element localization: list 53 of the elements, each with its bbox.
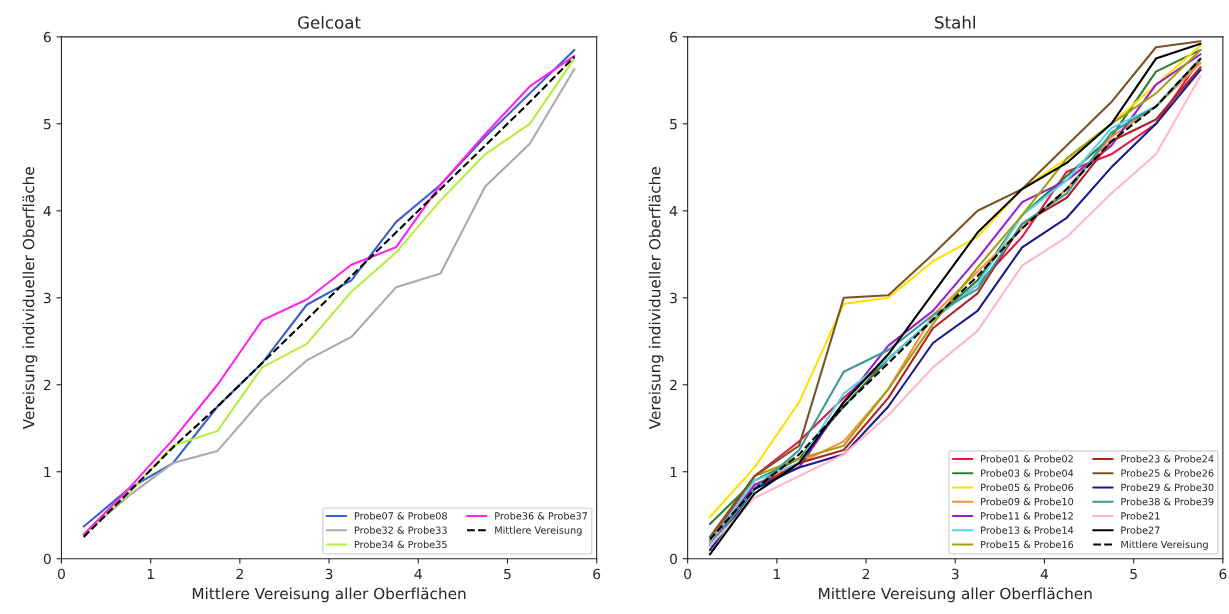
x-tick-label: 2 [862,568,870,580]
legend-label: Probe15 & Probe16 [981,540,1074,549]
y-tick-label: 3 [670,292,677,304]
legend-label: Probe25 & Probe26 [1121,469,1214,477]
y-tick-label: 5 [670,118,677,130]
legend-label: Probe05 & Probe06 [981,483,1074,492]
legend-label: Mittlere Vereisung [495,526,582,536]
legend-label: Probe36 & Probe37 [495,512,588,520]
y-axis-title: Vereisung individueller Oberfläche [648,167,664,430]
legend-label: Probe29 & Probe30 [1121,483,1214,492]
x-tick-label: 3 [325,568,333,580]
x-tick-label: 2 [236,568,243,580]
x-axis-title: Mittlere Vereisung aller Oberflächen [192,587,466,603]
legend-label: Probe23 & Probe24 [1121,454,1214,463]
legend-label: Probe07 & Probe08 [354,512,447,520]
y-tick-label: 1 [670,466,677,478]
x-tick-label: 5 [1130,568,1137,580]
legend-label: Probe03 & Probe04 [981,469,1074,477]
y-tick-label: 4 [669,205,678,217]
x-tick-label: 1 [773,568,780,580]
x-tick-label: 5 [504,568,511,580]
y-tick-label: 2 [670,379,677,391]
y-axis-title: Vereisung individueller Oberfläche [22,167,38,430]
legend-label: Probe38 & Probe39 [1121,497,1214,506]
y-tick-label: 0 [670,553,677,565]
x-tick-label: 4 [1040,568,1049,580]
y-tick-label: 3 [43,292,51,304]
x-tick-label: 0 [684,568,692,580]
legend-label: Probe32 & Probe33 [354,526,447,534]
chart-title: Gelcoat [298,15,361,29]
legend-label: Probe11 & Probe12 [981,512,1073,520]
y-tick-label: 2 [43,379,51,391]
x-tick-label: 1 [147,568,154,580]
chart-title: Stahl [935,15,975,29]
y-tick-label: 0 [43,553,51,565]
y-tick-label: 1 [44,466,51,478]
y-tick-label: 6 [43,31,51,43]
x-tick-label: 0 [57,568,65,580]
x-tick-label: 3 [951,568,959,580]
legend-label: Probe21 [1121,512,1160,520]
legend-label: Mittlere Vereisung [1121,540,1208,550]
y-tick-label: 6 [670,31,678,43]
legend-label: Probe09 & Probe10 [981,497,1074,506]
legend-label: Probe34 & Probe35 [354,540,447,549]
x-tick-label: 4 [414,568,422,580]
legend-label: Probe27 [1121,526,1160,534]
legend-label: Probe01 & Probe02 [981,454,1073,463]
x-tick-label: 6 [1219,568,1227,580]
x-tick-label: 6 [593,568,601,580]
legend-label: Probe13 & Probe14 [981,526,1074,534]
y-tick-label: 5 [43,118,51,130]
y-tick-label: 4 [43,205,51,217]
x-axis-title: Mittlere Vereisung aller Oberflächen [819,587,1092,603]
